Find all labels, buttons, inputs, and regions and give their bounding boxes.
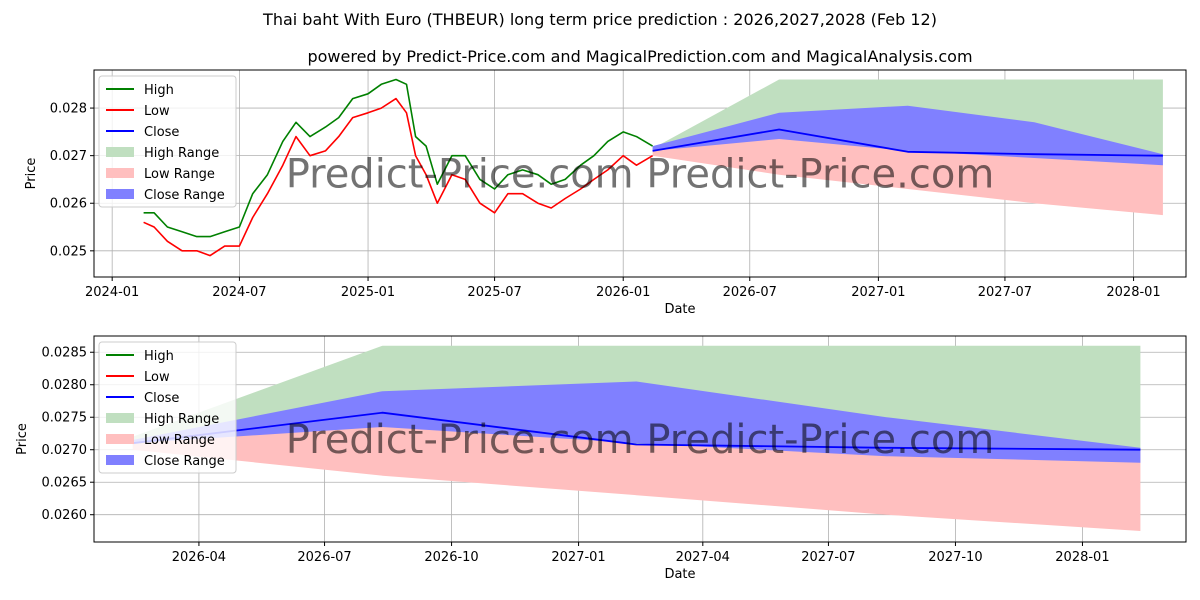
plot-frame [93, 69, 1187, 278]
close-range-band [652, 105, 1163, 166]
x-tick-label: 2027-07 [978, 285, 1032, 300]
x-tick-label: 2025-07 [467, 285, 521, 300]
legend-patch-swatch [106, 147, 134, 157]
y-tick-label: 0.0275 [42, 411, 88, 426]
x-tick-label: 2026-10 [424, 550, 478, 565]
x-tick-label: 2026-04 [172, 550, 226, 565]
legend-patch-swatch [106, 434, 134, 444]
y-tick-label: 0.026 [50, 197, 87, 212]
x-tick-label: 2027-07 [801, 550, 855, 565]
plot-frame [93, 335, 1187, 543]
low-range-band [652, 129, 1163, 216]
chart-title: Thai baht With Euro (THBEUR) long term p… [262, 10, 937, 29]
legend-label: High Range [144, 146, 219, 161]
x-tick-label: 2024-01 [85, 285, 139, 300]
x-tick-label: 2027-04 [676, 550, 730, 565]
chart-subtitle: powered by Predict-Price.com and Magical… [307, 47, 972, 66]
legend-patch-swatch [106, 455, 134, 465]
y-tick-label: 0.028 [50, 102, 87, 117]
watermark-text: Predict-Price.com Predict-Price.com [286, 152, 995, 198]
x-tick-label: 2026-07 [723, 285, 777, 300]
x-axis-label: Date [664, 567, 695, 582]
legend-label: High Range [144, 412, 219, 427]
y-tick-label: 0.0260 [42, 508, 88, 523]
legend-label: Low [144, 104, 170, 119]
legend-label: Close Range [144, 454, 225, 469]
upper-chart-panel: Predict-Price.com Predict-Price.com 2024-… [24, 69, 1187, 317]
y-tick-label: 0.0265 [42, 476, 88, 491]
y-axis-label: Price [15, 423, 30, 455]
x-tick-label: 2028-01 [1055, 550, 1109, 565]
legend-patch-swatch [106, 189, 134, 199]
legend-label: Close [144, 125, 179, 140]
close-range-band [132, 381, 1141, 463]
lower-chart-panel: Predict-Price.com Predict-Price.com 2026-… [15, 335, 1187, 582]
x-tick-label: 2027-01 [851, 285, 905, 300]
y-tick-label: 0.0285 [42, 346, 88, 361]
x-tick-label: 2026-07 [297, 550, 351, 565]
legend-label: Low Range [144, 433, 215, 448]
legend-patch-swatch [106, 413, 134, 423]
legend-patch-swatch [106, 168, 134, 178]
plot-area [143, 78, 1163, 257]
x-tick-label: 2025-01 [341, 285, 395, 300]
low-series-line [143, 97, 654, 257]
close-series-line [132, 411, 1141, 451]
x-tick-label: 2028-01 [1106, 285, 1160, 300]
x-tick-label: 2027-10 [928, 550, 982, 565]
x-tick-label: 2026-01 [596, 285, 650, 300]
legend-label: Low Range [144, 167, 215, 182]
legend-label: High [144, 349, 174, 364]
plot-area [132, 345, 1141, 531]
y-tick-label: 0.0280 [42, 378, 88, 393]
y-tick-label: 0.027 [50, 149, 87, 164]
y-axis-label: Price [24, 158, 39, 190]
legend-label: Close Range [144, 188, 225, 203]
legend-label: High [144, 83, 174, 98]
x-axis-label: Date [664, 302, 695, 317]
low-range-band [132, 412, 1141, 531]
x-tick-label: 2027-01 [551, 550, 605, 565]
y-tick-label: 0.025 [50, 244, 87, 259]
legend-label: Low [144, 370, 170, 385]
close-series-line [652, 128, 1163, 157]
y-tick-label: 0.0270 [42, 443, 88, 458]
high-series-line [143, 78, 654, 238]
x-tick-label: 2024-07 [212, 285, 266, 300]
legend-label: Close [144, 391, 179, 406]
watermark-text: Predict-Price.com Predict-Price.com [286, 417, 995, 463]
